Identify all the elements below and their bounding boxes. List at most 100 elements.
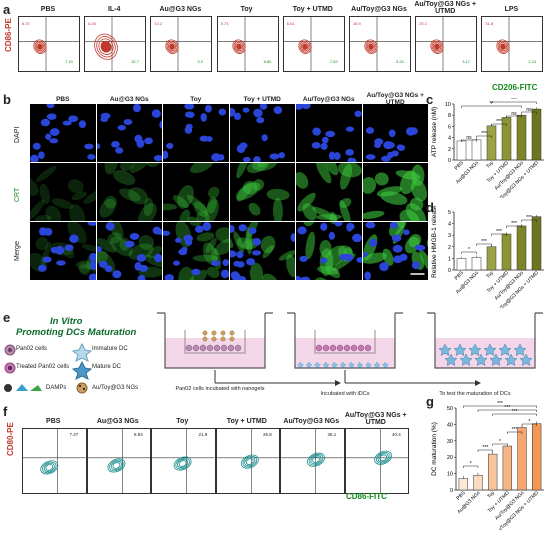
microscopy-image — [296, 222, 362, 280]
chart-y-tick: 0 — [450, 488, 453, 494]
scheme-dc — [314, 361, 321, 369]
flow-a-value-upper: 31.8 — [485, 21, 494, 26]
scheme-mature-dc — [453, 343, 467, 356]
chart-significance: *** — [512, 427, 518, 433]
microscopy-column-header: PBS — [56, 96, 70, 103]
flow-a-value-upper: 20.1 — [419, 21, 427, 26]
flow-f-value: 7.27 — [69, 432, 79, 437]
microscopy-image — [296, 163, 362, 221]
scheme-step-2: Incubated with iDCs — [320, 391, 370, 397]
flow-a-value-lower: 3.22 — [396, 59, 404, 64]
chart-y-tick: 0 — [448, 158, 451, 164]
flow-a-ylabel: CD86-PE — [4, 18, 13, 52]
scheme-dc — [373, 361, 381, 369]
chart-x-tick: PBS — [455, 490, 467, 502]
panel-letter-g: g — [426, 394, 434, 409]
chart-bar — [531, 108, 542, 161]
microscopy-image — [163, 163, 229, 221]
chart-y-tick: 20 — [447, 455, 453, 461]
flow-f-value: 26.8 — [263, 432, 272, 437]
scheme-dc — [297, 361, 304, 369]
chart-x-tick: PBS — [454, 160, 466, 172]
flow-a-plot: 5.73 8.80 — [216, 16, 279, 72]
flow-f-xlabel: CD86-FITC — [346, 492, 387, 501]
flow-a-value-upper: 16.9 — [353, 21, 361, 26]
flow-f-title: PBS — [46, 418, 61, 425]
chart-significance: *** — [481, 131, 487, 137]
flow-a-value-lower: 3.2 — [197, 59, 203, 64]
microscopy-row-label: CRT — [14, 187, 21, 202]
scheme-dc — [356, 361, 364, 369]
scheme-cell — [213, 344, 221, 352]
scheme-mature-dc — [459, 353, 473, 366]
scheme-mature-dc — [474, 353, 488, 366]
flow-f-value: 40.4 — [392, 432, 401, 437]
flow-f-value: 38.1 — [327, 432, 337, 437]
flow-a-value-upper: 6.37 — [22, 21, 30, 26]
scheme-cell — [192, 344, 200, 352]
scheme-mature-dc — [438, 343, 452, 356]
flow-a-value-upper: 6.61 — [286, 21, 295, 26]
flow-f-title: Au@G3 NGs — [96, 418, 139, 425]
scheme-cell — [322, 344, 330, 352]
scheme-mature-dc — [504, 353, 518, 366]
scheme-mature-dc — [444, 353, 458, 366]
flow-f-plot: 21.9 — [151, 428, 216, 494]
scheme-wells — [157, 312, 543, 386]
chart-bar — [458, 478, 468, 491]
flow-f-title: Au/Toy@G3 NGs + UTMD — [344, 412, 407, 426]
microscopy-image — [296, 104, 362, 162]
microscopy-image — [362, 163, 428, 221]
panel-letter-c: c — [426, 92, 434, 107]
scheme-nanogel — [220, 336, 226, 342]
microscopy-image — [229, 222, 295, 280]
chart-significance: * — [468, 247, 470, 253]
chart-significance: *** — [511, 98, 517, 103]
microscopy-column-header: Toy — [190, 96, 202, 103]
chart-y-label: ATP release (nM) — [431, 107, 438, 157]
flow-f-plot: 7.27 — [22, 428, 87, 494]
panel-letter-a: a — [3, 2, 11, 17]
scheme-mature-dc — [489, 353, 503, 366]
chart-y-tick: 4 — [448, 136, 451, 142]
flow-f-ylabel: CD80-PE — [6, 422, 15, 456]
flow-a-value-lower: 32.7 — [131, 59, 139, 64]
chart-significance: ns — [466, 135, 472, 141]
chart-y-tick: 1 — [448, 256, 451, 262]
flow-a-title: Au@G3 NGs — [159, 6, 202, 13]
microscopy-row-label: Merge — [14, 241, 21, 261]
chart-y-tick: 4 — [448, 222, 451, 228]
scheme-step-1: Pan02 cells incubated with nanogels — [175, 386, 265, 392]
legend-pan02: Pan02 cells — [16, 346, 48, 352]
chart-y-tick: 30 — [447, 439, 453, 445]
scheme-nanogel — [229, 330, 235, 336]
scheme-mature-dc — [498, 343, 512, 356]
flow-a-plot: 16.9 3.22 — [349, 16, 411, 72]
chart-bar — [517, 427, 527, 491]
scheme-cell — [350, 344, 358, 352]
chart-significance: ns — [526, 107, 532, 113]
scheme-nanogel — [211, 336, 217, 342]
chart-bar — [502, 445, 512, 491]
scheme-cell — [185, 344, 193, 352]
microscopy-image — [163, 104, 229, 162]
flow-a-value-upper: 6.30 — [88, 21, 96, 26]
chart-bar — [488, 453, 498, 491]
flow-a-plot: 6.30 32.7 — [84, 16, 147, 72]
scheme-step-3: To test the maturation of DCs — [439, 391, 511, 397]
scheme-nanogel — [211, 330, 217, 336]
flow-a-title: Toy + UTMD — [292, 6, 333, 13]
chart-y-tick: 10 — [447, 472, 453, 478]
chart-significance: *** — [497, 401, 503, 407]
scheme-nanogel — [220, 330, 226, 336]
chart-bar — [486, 125, 497, 161]
flow-a-plot: 31.8 2.14 — [481, 16, 544, 72]
chart-significance: *** — [512, 409, 518, 415]
scheme-cell — [343, 344, 351, 352]
scheme-cell — [315, 344, 323, 352]
microscopy-image — [229, 104, 295, 162]
chart-bar — [501, 233, 512, 271]
scheme-cell — [220, 344, 228, 352]
legend-mature-dc: Mature DC — [92, 364, 122, 370]
